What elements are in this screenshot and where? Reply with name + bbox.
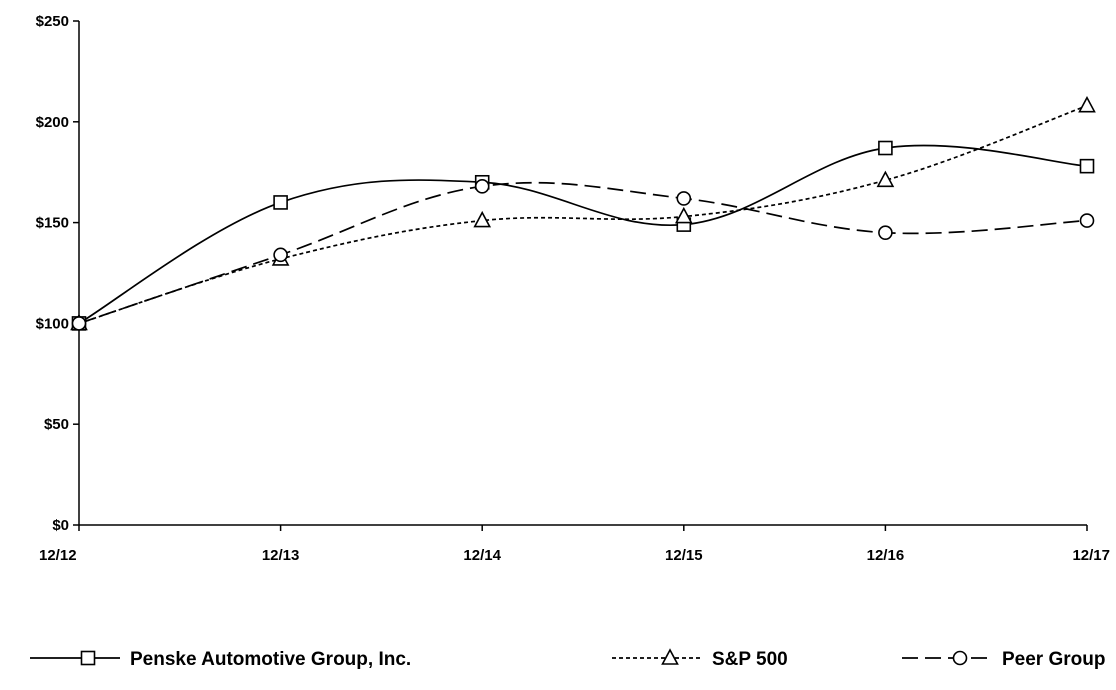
- legend: Penske Automotive Group, Inc. S&P 500 Peer…: [30, 648, 1105, 670]
- legend-marker-circle: [952, 650, 968, 666]
- series-line: [78, 144, 1088, 325]
- legend-marker-triangle: [661, 648, 679, 665]
- data-point-circle: [71, 316, 87, 331]
- legend-item: Peer Group: [902, 649, 1105, 670]
- data-point-triangle: [1078, 95, 1096, 113]
- data-point-circle: [878, 225, 893, 240]
- data-point-circle: [474, 179, 490, 194]
- y-tick-label: $50: [44, 416, 69, 433]
- y-tick-label: $150: [36, 215, 69, 232]
- series-circle: [71, 179, 1095, 331]
- series-layer: [70, 95, 1096, 331]
- x-tick-label: 12/16: [867, 547, 905, 564]
- series-triangle: [70, 95, 1096, 331]
- data-point-square: [1079, 158, 1095, 174]
- y-ticks: $0 $50 $100 $150 $200 $250: [36, 13, 79, 534]
- legend-item: S&P 500: [612, 648, 788, 670]
- data-point-circle: [1079, 213, 1095, 228]
- data-point-circle: [676, 191, 692, 206]
- data-point-circle: [273, 247, 288, 263]
- x-ticks: 12/12 12/13 12/14 12/15 12/16 12/17: [39, 525, 1110, 564]
- data-point-triangle: [674, 206, 693, 224]
- series-line: [78, 181, 1088, 325]
- y-tick-label: $250: [36, 13, 69, 30]
- x-tick-label: 12/13: [262, 547, 300, 564]
- x-tick-label: 12/17: [1072, 547, 1110, 564]
- data-point-square: [273, 195, 288, 210]
- y-tick-label: $100: [36, 315, 69, 332]
- data-point-triangle: [473, 210, 492, 228]
- x-tick-label: 12/12: [39, 547, 77, 564]
- legend-item: Penske Automotive Group, Inc.: [30, 649, 411, 670]
- series-line: [78, 104, 1088, 325]
- y-tick-label: $0: [52, 517, 69, 534]
- series-square: [71, 140, 1095, 331]
- y-tick-label: $200: [36, 114, 69, 131]
- legend-label: Peer Group: [1002, 649, 1105, 670]
- legend-marker-square: [80, 650, 96, 666]
- legend-label: S&P 500: [712, 649, 788, 670]
- x-tick-label: 12/15: [665, 547, 703, 564]
- x-tick-label: 12/14: [463, 547, 501, 564]
- axes: $0$50$100$150$200$250 12/12 12/13 12/14 12/…: [36, 13, 1110, 564]
- data-point-triangle: [876, 170, 895, 188]
- data-point-square: [878, 140, 893, 156]
- legend-label: Penske Automotive Group, Inc.: [130, 649, 411, 670]
